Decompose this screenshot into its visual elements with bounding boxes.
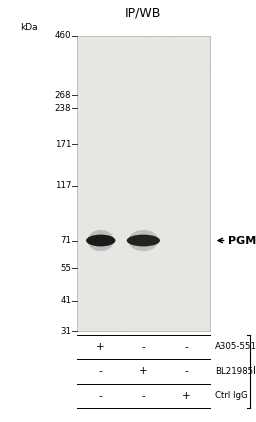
- Text: IP/WB: IP/WB: [125, 7, 162, 20]
- Text: Ctrl IgG: Ctrl IgG: [215, 391, 248, 400]
- Text: 238: 238: [55, 103, 71, 113]
- Text: 171: 171: [55, 140, 71, 149]
- Text: 41: 41: [60, 296, 71, 305]
- Text: 117: 117: [55, 181, 71, 190]
- Text: -: -: [99, 366, 103, 376]
- Text: +: +: [139, 366, 148, 376]
- Text: 31: 31: [60, 327, 71, 336]
- Text: PGM2: PGM2: [228, 235, 256, 246]
- Text: 460: 460: [55, 31, 71, 41]
- Text: -: -: [184, 342, 188, 352]
- Text: IP: IP: [253, 366, 256, 376]
- Text: A305-551A: A305-551A: [215, 342, 256, 352]
- Bar: [77, 36, 210, 331]
- Text: -: -: [142, 391, 145, 401]
- Text: -: -: [142, 342, 145, 352]
- Text: 71: 71: [60, 236, 71, 245]
- Text: 268: 268: [55, 91, 71, 100]
- Text: -: -: [184, 366, 188, 376]
- Text: +: +: [182, 391, 190, 401]
- Ellipse shape: [88, 230, 114, 251]
- Ellipse shape: [127, 235, 160, 246]
- Ellipse shape: [129, 230, 158, 251]
- Text: 55: 55: [60, 264, 71, 273]
- Text: +: +: [97, 342, 105, 352]
- Text: kDa: kDa: [20, 23, 38, 32]
- Text: -: -: [99, 391, 103, 401]
- Ellipse shape: [86, 235, 115, 246]
- Text: BL21985: BL21985: [215, 367, 253, 376]
